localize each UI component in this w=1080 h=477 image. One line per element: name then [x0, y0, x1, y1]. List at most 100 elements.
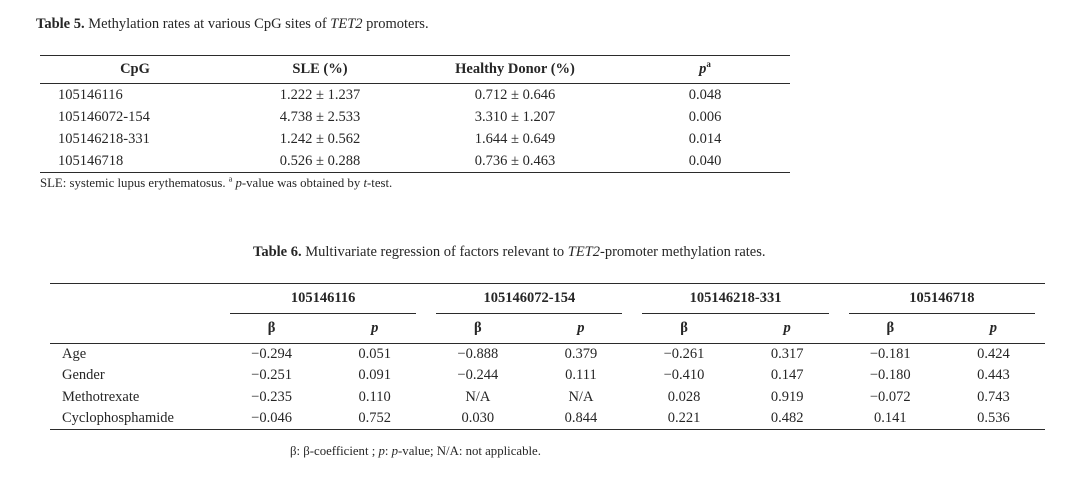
- table5-row: 105146072-154 4.738 ± 2.533 3.310 ± 1.20…: [40, 106, 790, 128]
- p-value-cell: 0.040: [688, 152, 722, 169]
- table5-row: 105146718 0.526 ± 0.288 0.736 ± 0.463 0.…: [40, 150, 790, 173]
- beta-value-cell: −0.180: [869, 367, 911, 384]
- beta-value-cell: 0.221: [667, 410, 701, 427]
- table5-row: 105146116 1.222 ± 1.237 0.712 ± 0.646 0.…: [40, 84, 790, 107]
- p-value-cell: 0.424: [977, 346, 1010, 363]
- table5-col-header-p: pa: [620, 55, 790, 84]
- group-label: 105146218-331: [642, 284, 829, 314]
- p-column-header: p: [529, 313, 633, 344]
- beta-value-cell: −0.046: [251, 410, 292, 427]
- p-column-header: p: [941, 313, 1045, 344]
- p-value-cell: 0.919: [770, 388, 804, 405]
- beta-column-header: β: [426, 313, 530, 344]
- p-value-cell: 0.051: [358, 346, 392, 363]
- p-column-header: p: [735, 313, 839, 344]
- p-value-cell: 0.482: [770, 410, 804, 427]
- p-value-cell: 0.091: [358, 367, 392, 384]
- beta-value-cell: 0.030: [461, 410, 495, 427]
- group-label: 105146718: [848, 284, 1035, 314]
- table5-col-header-healthy: Healthy Donor (%): [410, 55, 620, 84]
- beta-value-cell: N/A: [465, 388, 491, 405]
- beta-value-cell: −0.235: [251, 388, 292, 405]
- p-value-cell: N/A: [568, 388, 594, 405]
- beta-column-header: β: [838, 313, 942, 344]
- table5-caption-label: Table 5.: [36, 16, 85, 32]
- table6-footnote-text: -value; N/A: not applicable.: [398, 444, 541, 458]
- cpg-site-cell: 105146116: [58, 86, 123, 103]
- p-value-cell: 0.536: [977, 410, 1010, 427]
- table5-col-header-sle: SLE (%): [230, 55, 410, 84]
- beta-column-header: β: [632, 313, 736, 344]
- table6-caption-tail: -promoter methylation rates.: [600, 244, 766, 260]
- table6: 105146116 105146072-154 105146218-331 10…: [50, 283, 1045, 431]
- table5-row: 105146218-331 1.242 ± 0.562 1.644 ± 0.64…: [40, 128, 790, 150]
- table6-row: Age −0.294 0.051 −0.888 0.379 −0.261 0.3…: [50, 344, 1045, 366]
- table6-row: Cyclophosphamide −0.046 0.752 0.030 0.84…: [50, 408, 1045, 430]
- p-value-cell: 0.111: [565, 367, 597, 384]
- table6-subheader-empty: [50, 313, 221, 344]
- beta-value-cell: −0.410: [663, 367, 705, 384]
- cpg-site-cell: 105146218-331: [58, 130, 150, 147]
- p-value-cell: 0.147: [770, 367, 804, 384]
- table6-caption-label: Table 6.: [253, 244, 302, 260]
- sle-value-cell: 1.242 ± 0.562: [279, 130, 361, 147]
- beta-value-cell: 0.141: [873, 410, 907, 427]
- beta-value-cell: −0.261: [663, 346, 705, 363]
- table5-caption-tail: promoters.: [362, 16, 429, 32]
- p-value-cell: 0.048: [688, 86, 722, 103]
- cpg-site-cell: 105146072-154: [58, 108, 150, 125]
- table6-caption: Table 6. Multivariate regression of fact…: [253, 243, 766, 262]
- p-value-cell: 0.317: [770, 346, 804, 363]
- beta-value-cell: −0.181: [869, 346, 911, 363]
- table6-footnote: β: β-coefficient ; p: p-value; N/A: not …: [290, 444, 541, 460]
- table6-group-header: 105146218-331: [632, 284, 838, 314]
- healthy-value-cell: 0.736 ± 0.463: [474, 152, 556, 169]
- table6-group-header: 105146116: [220, 284, 426, 314]
- table6-caption-gene: TET2: [567, 244, 601, 260]
- table6-footnote-text: β: β-coefficient ;: [290, 444, 379, 458]
- table5-p-superscript: a: [706, 59, 711, 70]
- beta-value-cell: −0.244: [457, 367, 499, 384]
- beta-value-cell: −0.251: [251, 367, 292, 384]
- sle-value-cell: 4.738 ± 2.533: [279, 108, 361, 125]
- factor-label: Methotrexate: [62, 388, 140, 405]
- p-value-cell: 0.110: [358, 388, 391, 405]
- table6-footnote-p-italic: p: [378, 444, 385, 458]
- factor-label: Gender: [62, 367, 105, 384]
- beta-value-cell: −0.888: [457, 346, 499, 363]
- table6-group-header: 105146718: [839, 284, 1045, 314]
- beta-value-cell: −0.072: [869, 388, 911, 405]
- healthy-value-cell: 1.644 ± 0.649: [474, 130, 556, 147]
- group-label: 105146072-154: [436, 284, 623, 314]
- group-label: 105146116: [230, 284, 417, 314]
- table5-p-label: p: [699, 61, 707, 77]
- p-value-cell: 0.743: [977, 388, 1010, 405]
- table6-footnote-text: :: [384, 444, 392, 458]
- table6-caption-text: Multivariate regression of factors relev…: [301, 244, 568, 260]
- table5-footnote: SLE: systemic lupus erythematosus. a p-v…: [40, 175, 393, 192]
- p-value-cell: 0.379: [564, 346, 598, 363]
- table5-footnote-t-italic: t: [363, 176, 367, 190]
- table6-subheader-row: β p β p β p β p: [50, 313, 1045, 344]
- p-value-cell: 0.844: [564, 410, 598, 427]
- factor-label: Age: [62, 346, 87, 363]
- p-value-cell: 0.014: [688, 130, 722, 147]
- beta-column-header: β: [220, 313, 324, 344]
- table6-group-header: 105146072-154: [426, 284, 632, 314]
- table6-footnote-p-italic: p: [391, 444, 399, 458]
- table6-corner-cell: [50, 284, 220, 314]
- healthy-value-cell: 3.310 ± 1.207: [474, 108, 556, 125]
- table5-footnote-text: -test.: [367, 176, 393, 190]
- table6-group-header-row: 105146116 105146072-154 105146218-331 10…: [50, 284, 1045, 314]
- table5-caption: Table 5. Methylation rates at various Cp…: [36, 15, 429, 34]
- table5: CpG SLE (%) Healthy Donor (%) pa 1051461…: [40, 55, 790, 173]
- table6-row: Methotrexate −0.235 0.110 N/A N/A 0.028 …: [50, 387, 1045, 408]
- table5-caption-gene: TET2: [330, 16, 363, 32]
- sle-value-cell: 1.222 ± 1.237: [279, 86, 361, 103]
- table5-footnote-text: -value was obtained by: [241, 176, 364, 190]
- p-value-cell: 0.752: [358, 410, 392, 427]
- table5-header-row: CpG SLE (%) Healthy Donor (%) pa: [40, 55, 790, 84]
- table6-row: Gender −0.251 0.091 −0.244 0.111 −0.410 …: [50, 365, 1045, 386]
- p-column-header: p: [323, 313, 427, 344]
